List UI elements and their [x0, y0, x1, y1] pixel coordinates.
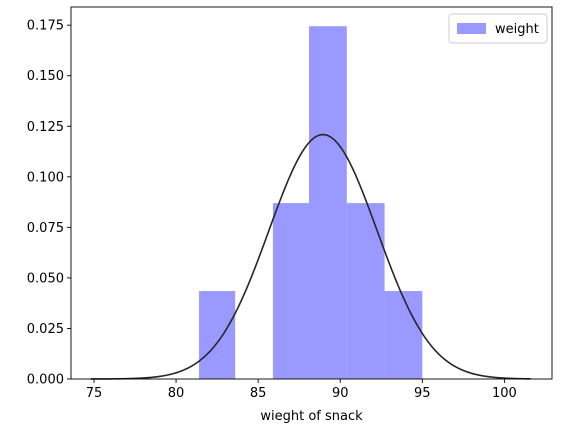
legend-box	[448, 13, 548, 44]
legend-label-weight: weight	[495, 22, 539, 37]
x-axis-label: wieght of snack	[260, 409, 363, 424]
legend-swatch-weight	[457, 23, 486, 34]
histogram-bar	[346, 203, 385, 379]
x-axis-ticks: 75 80 85 90 95 100	[86, 379, 517, 401]
y-tick-label: 0.050	[27, 271, 64, 286]
y-axis-ticks: 0.000 0.025 0.050 0.075 0.100 0.125 0.150 0.175	[27, 19, 71, 388]
plot-frame	[70, 6, 553, 380]
histogram-bar	[384, 291, 423, 379]
x-tick-label: 100	[492, 386, 517, 401]
legend: weight	[448, 13, 548, 44]
y-tick-label: 0.125	[27, 120, 64, 135]
histogram-bar	[272, 203, 310, 379]
y-tick-label: 0.000	[27, 373, 64, 388]
x-tick-label: 75	[86, 386, 103, 401]
y-tick-label: 0.100	[27, 170, 64, 185]
y-tick-label: 0.075	[27, 221, 64, 236]
y-tick-label: 0.175	[27, 19, 64, 34]
histogram-bar	[309, 26, 347, 380]
x-tick-label: 95	[414, 386, 431, 401]
density-curve	[90, 133, 531, 380]
histogram-bars	[199, 26, 423, 380]
y-tick-label: 0.025	[27, 322, 64, 337]
histogram-bar	[199, 291, 236, 379]
x-tick-label: 85	[250, 386, 267, 401]
x-tick-label: 90	[332, 386, 349, 401]
y-tick-label: 0.150	[27, 69, 64, 84]
x-tick-label: 80	[168, 386, 185, 401]
